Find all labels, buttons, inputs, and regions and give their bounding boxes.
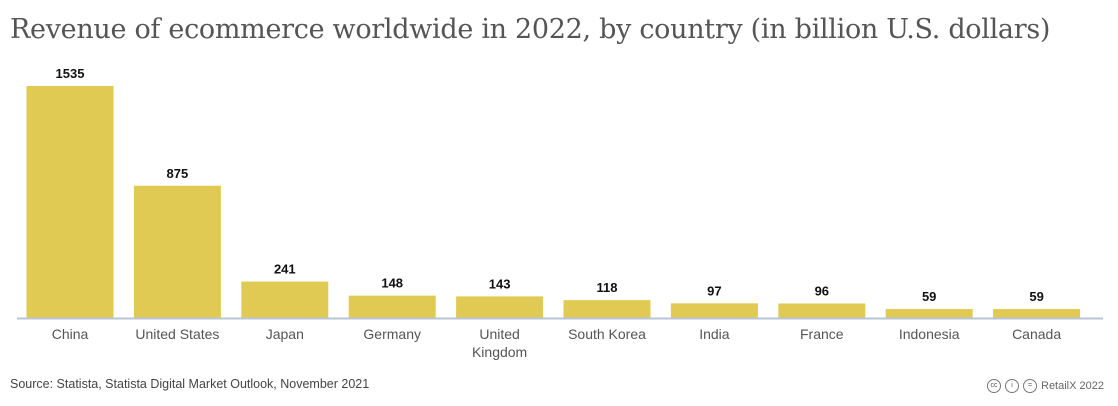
data-label: 148 — [381, 276, 403, 291]
category-label: South Korea — [568, 326, 646, 342]
bar — [778, 303, 866, 318]
data-label: 143 — [489, 276, 511, 291]
category-label: Japan — [266, 326, 304, 342]
category-label: Kingdom — [472, 344, 527, 360]
bar — [133, 185, 221, 318]
category-label: China — [52, 326, 89, 342]
credit-text: RetailX 2022 — [1041, 380, 1104, 392]
chart-title: Revenue of ecommerce worldwide in 2022, … — [10, 14, 1051, 45]
data-label: 96 — [815, 283, 829, 298]
cc-icon: cc — [987, 379, 1001, 393]
data-label: 1535 — [56, 66, 85, 81]
attribution-icon: i — [1005, 379, 1019, 393]
category-label: India — [699, 326, 730, 342]
bar — [241, 281, 329, 318]
category-label: France — [800, 326, 844, 342]
category-label: Canada — [1012, 326, 1061, 342]
category-label: United States — [135, 326, 219, 342]
category-label: Germany — [363, 326, 421, 342]
data-label: 97 — [707, 283, 721, 298]
credit: cc i = RetailX 2022 — [987, 379, 1104, 393]
bar — [456, 296, 544, 318]
bar — [885, 309, 973, 318]
data-label: 875 — [167, 166, 189, 181]
category-label: United — [479, 326, 519, 342]
bar — [670, 303, 758, 318]
no-derivatives-icon: = — [1023, 379, 1037, 393]
source-note: Source: Statista, Statista Digital Marke… — [10, 377, 370, 391]
bar — [348, 295, 436, 318]
category-label: Indonesia — [899, 326, 960, 342]
bar — [26, 86, 114, 318]
bar — [563, 300, 651, 318]
data-label: 59 — [1029, 289, 1043, 304]
data-label: 118 — [597, 280, 618, 295]
data-label: 241 — [274, 262, 296, 277]
data-label: 59 — [922, 289, 936, 304]
bar — [993, 309, 1081, 318]
